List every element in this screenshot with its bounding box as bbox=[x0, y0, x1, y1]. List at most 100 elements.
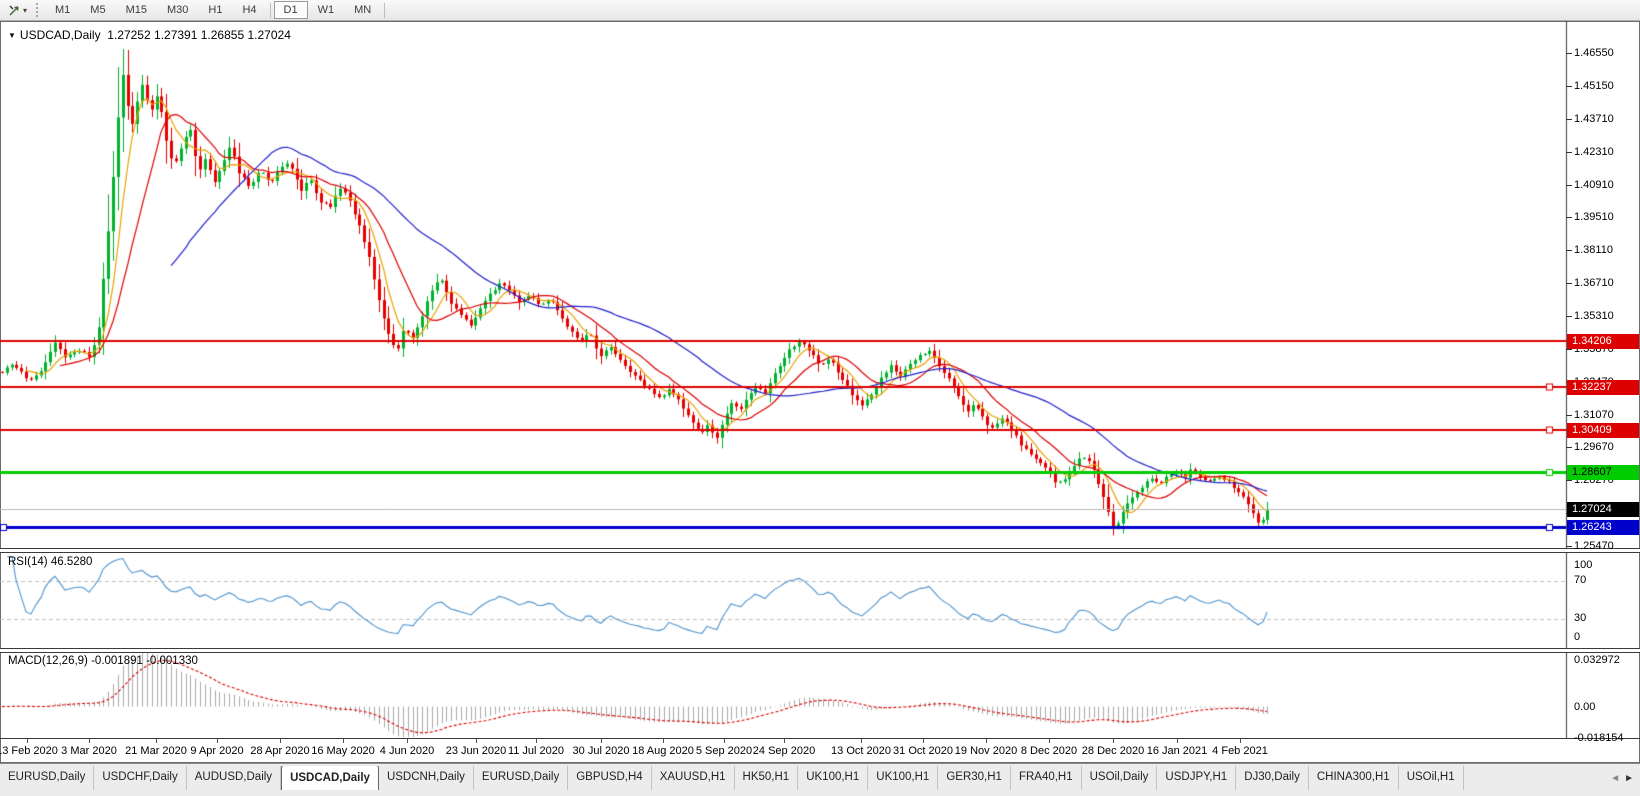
chart-bottom-border bbox=[0, 738, 1640, 739]
rsi-tick-label: 100 bbox=[1574, 559, 1593, 571]
current-price-tag: 1.27024 bbox=[1567, 502, 1639, 517]
date-label: 28 Dec 2020 bbox=[1081, 745, 1145, 757]
timeframe-button-h4[interactable]: H4 bbox=[242, 4, 257, 16]
symbol-tab-usdcnh-daily[interactable]: USDCNH,Daily bbox=[379, 766, 474, 790]
price-tick-mark bbox=[1566, 480, 1572, 481]
timeframe-group: M1 M5 M15 M30 H1 H4 D1 W1 MN bbox=[45, 1, 388, 19]
price-line-tag: 1.34206 bbox=[1567, 334, 1639, 349]
timeframe-button-mn[interactable]: MN bbox=[354, 4, 372, 16]
symbol-tab-usdchf-daily[interactable]: USDCHF,Daily bbox=[94, 766, 187, 790]
rsi-label: RSI(14) 46.5280 bbox=[8, 556, 92, 568]
chart-cursor-icon bbox=[8, 4, 21, 17]
timeframe-button-m1[interactable]: M1 bbox=[55, 4, 71, 16]
symbol-tab-hk50-h1[interactable]: HK50,H1 bbox=[735, 766, 799, 790]
symbol-tab-usoil-h1[interactable]: USOil,H1 bbox=[1399, 766, 1464, 790]
price-tick-mark bbox=[1566, 447, 1572, 448]
tab-scroll-left-icon[interactable]: ◄ bbox=[1610, 772, 1621, 784]
toolbar: ▾ M1 M5 M15 M30 H1 H4 D1 W1 MN bbox=[0, 0, 1640, 21]
date-tick-mark bbox=[601, 739, 602, 743]
date-label: 19 Nov 2020 bbox=[954, 745, 1018, 757]
rsi-tick-label: 30 bbox=[1574, 612, 1587, 624]
symbol-tab-dj30-daily[interactable]: DJ30,Daily bbox=[1236, 766, 1309, 790]
date-label: 4 Jun 2020 bbox=[379, 745, 435, 757]
date-tick-mark bbox=[986, 739, 987, 743]
toolbar-separator bbox=[269, 2, 271, 18]
chart-low: 1.26855 bbox=[200, 28, 245, 42]
price-tick-label: 1.45150 bbox=[1574, 80, 1614, 92]
timeframe-button-w1[interactable]: W1 bbox=[317, 4, 335, 16]
date-tick-mark bbox=[343, 739, 344, 743]
symbol-tab-audusd-daily[interactable]: AUDUSD,Daily bbox=[187, 766, 282, 790]
rsi-tick-label: 0 bbox=[1574, 631, 1581, 643]
date-tick-mark bbox=[1049, 739, 1050, 743]
date-label: 16 Jan 2021 bbox=[1146, 745, 1208, 757]
symbol-tab-usdcad-daily[interactable]: USDCAD,Daily bbox=[281, 766, 379, 790]
rsi-name: RSI(14) bbox=[8, 556, 48, 568]
timeframe-button-h1[interactable]: H1 bbox=[208, 4, 223, 16]
symbol-tab-gbpusd-h4[interactable]: GBPUSD,H4 bbox=[568, 766, 652, 790]
symbol-tab-uk100-h1[interactable]: UK100,H1 bbox=[868, 766, 939, 790]
date-label: 31 Oct 2020 bbox=[893, 745, 953, 757]
price-tick-mark bbox=[1566, 349, 1572, 350]
symbol-tab-ger30-h1[interactable]: GER30,H1 bbox=[938, 766, 1011, 790]
date-tick-mark bbox=[280, 739, 281, 743]
price-tick-label: 1.40910 bbox=[1574, 179, 1614, 191]
symbol-tab-china300-h1[interactable]: CHINA300,H1 bbox=[1309, 766, 1399, 790]
date-tick-mark bbox=[724, 739, 725, 743]
title-marker-icon: ▼ bbox=[8, 31, 16, 40]
date-label: 9 Apr 2020 bbox=[190, 745, 244, 757]
price-chart-canvas[interactable] bbox=[0, 21, 1640, 739]
tab-scroll-right-icon[interactable]: ► bbox=[1624, 772, 1634, 784]
date-label: 3 Mar 2020 bbox=[61, 745, 117, 757]
price-line-tag: 1.28607 bbox=[1567, 465, 1639, 480]
chart-open: 1.27252 bbox=[107, 28, 151, 42]
price-tick-mark bbox=[1566, 217, 1572, 218]
price-tick-mark bbox=[1566, 53, 1572, 54]
price-tick-label: 1.42310 bbox=[1574, 146, 1614, 158]
price-tick-label: 1.38110 bbox=[1574, 244, 1613, 256]
date-label: 5 Sep 2020 bbox=[695, 745, 753, 757]
symbol-tab-eurusd-daily[interactable]: EURUSD,Daily bbox=[474, 766, 569, 790]
symbol-tab-eurusd-daily[interactable]: EURUSD,Daily bbox=[0, 766, 95, 790]
toolbar-grip[interactable] bbox=[36, 3, 41, 17]
date-tick-mark bbox=[861, 739, 862, 743]
date-label: 23 Jun 2020 bbox=[445, 745, 507, 757]
chart-symbol: USDCAD,Daily bbox=[19, 28, 101, 42]
price-tick-mark bbox=[1566, 250, 1572, 251]
price-tick-mark bbox=[1566, 119, 1572, 120]
timeframe-button-m5[interactable]: M5 bbox=[90, 4, 106, 16]
date-tick-mark bbox=[476, 739, 477, 743]
chart-cursor-button[interactable]: ▾ bbox=[3, 2, 32, 19]
chart-close: 1.27024 bbox=[247, 28, 291, 42]
date-tick-mark bbox=[407, 739, 408, 743]
date-label: 30 Jul 2020 bbox=[572, 745, 630, 757]
macd-signal-value: -0.001330 bbox=[146, 655, 198, 667]
macd-min-label: -0.018154 bbox=[1574, 732, 1624, 744]
symbol-tab-fra40-h1[interactable]: FRA40,H1 bbox=[1011, 766, 1082, 790]
chart-title: ▼ USDCAD,Daily 1.27252 1.27391 1.26855 1.… bbox=[8, 28, 291, 42]
price-tick-label: 1.43710 bbox=[1574, 113, 1614, 125]
date-label: 13 Oct 2020 bbox=[831, 745, 891, 757]
date-tick-mark bbox=[536, 739, 537, 743]
date-tick-mark bbox=[1240, 739, 1241, 743]
timeframe-button-m30[interactable]: M30 bbox=[166, 4, 189, 16]
chevron-down-icon[interactable]: ▾ bbox=[23, 5, 28, 15]
date-label: 18 Aug 2020 bbox=[632, 745, 694, 757]
date-label: 28 Apr 2020 bbox=[250, 745, 310, 757]
pane-separator-rsi[interactable] bbox=[0, 548, 1640, 553]
date-label: 24 Sep 2020 bbox=[752, 745, 816, 757]
timeframe-button-d1[interactable]: D1 bbox=[273, 1, 308, 19]
rsi-tick-label: 70 bbox=[1574, 574, 1587, 586]
macd-name: MACD(12,26,9) bbox=[8, 655, 88, 667]
pane-separator-macd[interactable] bbox=[0, 648, 1640, 653]
symbol-tab-uk100-h1[interactable]: UK100,H1 bbox=[798, 766, 869, 790]
timeframe-button-m15[interactable]: M15 bbox=[125, 4, 147, 16]
date-tick-mark bbox=[89, 739, 90, 743]
price-tick-label: 1.35310 bbox=[1574, 310, 1614, 322]
price-tick-label: 1.36710 bbox=[1574, 277, 1614, 289]
symbol-tab-usoil-daily[interactable]: USOil,Daily bbox=[1082, 766, 1158, 790]
symbol-tab-usdjpy-h1[interactable]: USDJPY,H1 bbox=[1157, 766, 1237, 790]
macd-zero-label: 0.00 bbox=[1574, 701, 1596, 713]
symbol-tab-xauusd-h1[interactable]: XAUUSD,H1 bbox=[652, 766, 735, 790]
price-tick-mark bbox=[1566, 86, 1572, 87]
